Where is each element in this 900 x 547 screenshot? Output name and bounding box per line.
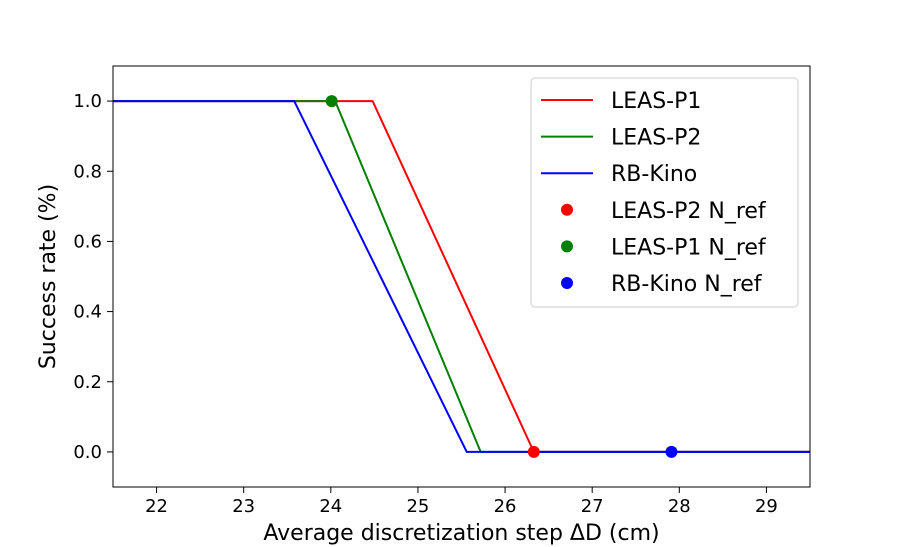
- plot-content: [113, 95, 810, 458]
- legend-item: LEAS-P1 N_ref: [561, 235, 767, 260]
- legend-box: [530, 77, 799, 308]
- series-line-rb-kino: [113, 100, 810, 453]
- x-tick-label: 25: [406, 496, 429, 517]
- x-tick-label: 22: [145, 496, 168, 517]
- x-tick-label: 23: [232, 496, 255, 517]
- x-tick-label: 24: [319, 496, 342, 517]
- x-tick-label: 29: [755, 496, 778, 517]
- y-tick-label: 0.0: [73, 442, 102, 463]
- x-tick-label: 28: [668, 496, 691, 517]
- legend-item: LEAS-P2: [541, 126, 701, 151]
- legend: LEAS-P1 LEAS-P2 RB-Kino LEAS-P2 N_ref LEAS-P…: [530, 77, 799, 308]
- y-axis: 0.0 0.2 0.4 0.6 0.8 1.0: [73, 91, 113, 463]
- y-tick-label: 0.4: [73, 302, 102, 323]
- x-tick-label: 26: [494, 496, 517, 517]
- point-leas-p1-n-ref: [325, 95, 338, 108]
- point-rb-kino-n-ref: [665, 445, 678, 458]
- x-axis: 22 23 24 25 26 27 28 29: [145, 487, 778, 517]
- legend-item: RB-Kino: [541, 162, 697, 187]
- legend-label: LEAS-P2 N_ref: [611, 199, 767, 224]
- point-leas-p2-n-ref: [527, 445, 540, 458]
- y-tick-label: 0.8: [73, 161, 102, 182]
- legend-label: LEAS-P1 N_ref: [611, 235, 767, 260]
- y-tick-label: 0.2: [73, 372, 102, 393]
- y-tick-label: 1.0: [73, 91, 102, 112]
- legend-item: RB-Kino N_ref: [561, 272, 763, 297]
- plot-frame: [112, 65, 811, 488]
- legend-item: LEAS-P1: [541, 89, 701, 114]
- legend-label: LEAS-P1: [611, 89, 701, 114]
- legend-item: LEAS-P2 N_ref: [561, 199, 767, 224]
- legend-label: RB-Kino N_ref: [611, 272, 763, 297]
- x-tick-label: 27: [581, 496, 604, 517]
- legend-dot-swatch: [561, 203, 573, 216]
- legend-label: RB-Kino: [611, 162, 697, 187]
- y-axis-label: Success rate (%): [36, 184, 61, 369]
- y-tick-label: 0.6: [73, 231, 102, 252]
- legend-dot-swatch: [561, 240, 573, 253]
- legend-label: LEAS-P2: [611, 126, 701, 151]
- x-axis-label: Average discretization step ΔD (cm): [263, 521, 659, 546]
- legend-dot-swatch: [561, 277, 573, 289]
